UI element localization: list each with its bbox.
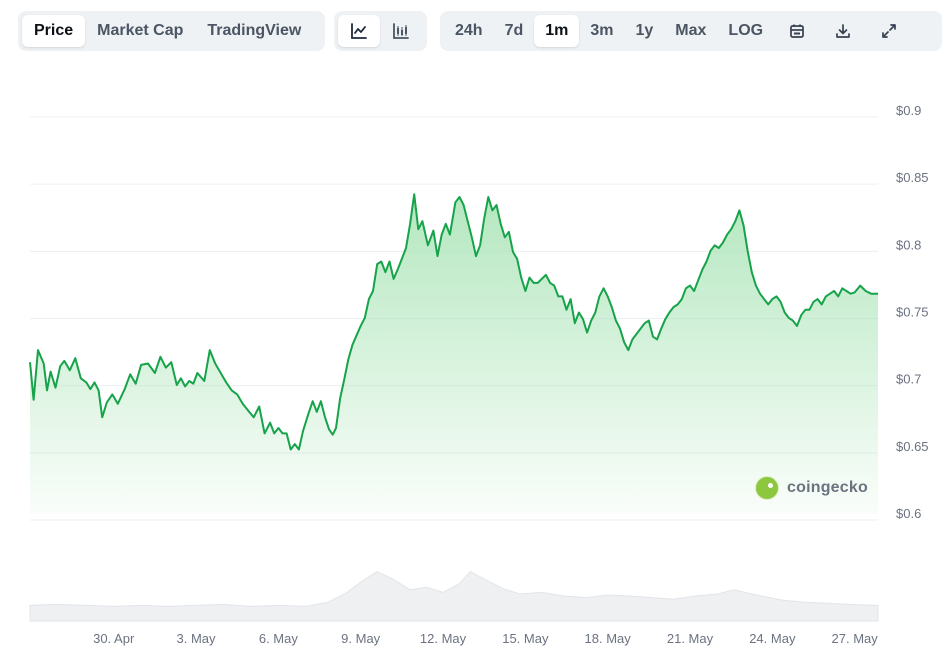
line-chart-icon [351, 23, 367, 39]
tab-market-cap[interactable]: Market Cap [97, 22, 184, 39]
y-tick-label: $0.6 [896, 506, 921, 521]
tab-price[interactable]: Price [22, 15, 86, 47]
y-tick-label: $0.7 [896, 372, 921, 387]
calendar-icon [790, 24, 804, 38]
watermark-text: coingecko [787, 479, 868, 496]
range-3m[interactable]: 3m [590, 22, 614, 39]
coingecko-logo [755, 476, 779, 500]
y-axis: $0.6 $0.65 $0.7 $0.75 $0.8 $0.85 $0.9 [896, 103, 929, 521]
range-7d[interactable]: 7d [504, 22, 524, 39]
range-24h[interactable]: 24h [455, 22, 483, 39]
download-icon [836, 24, 850, 38]
volume-area [29, 570, 879, 622]
x-tick-label: 12. May [420, 631, 467, 646]
range-1y[interactable]: 1y [635, 22, 654, 39]
fullscreen-icon [882, 24, 896, 38]
fullscreen-button[interactable] [866, 15, 912, 47]
price-area-fill [30, 194, 878, 515]
coingecko-watermark: coingecko [755, 476, 868, 500]
y-tick-label: $0.65 [896, 439, 929, 454]
x-tick-label: 9. May [341, 631, 381, 646]
download-button[interactable] [820, 15, 866, 47]
x-tick-label: 18. May [585, 631, 632, 646]
log-scale-toggle[interactable]: LOG [728, 22, 764, 39]
x-tick-label: 3. May [177, 631, 217, 646]
candlestick-chart-icon [393, 23, 409, 39]
line-chart-button[interactable] [338, 15, 380, 47]
y-tick-label: $0.9 [896, 103, 921, 118]
range-1m[interactable]: 1m [534, 15, 580, 47]
y-tick-label: $0.75 [896, 305, 929, 320]
y-tick-label: $0.85 [896, 170, 929, 185]
x-tick-label: 15. May [502, 631, 549, 646]
x-tick-label: 27. May [832, 631, 879, 646]
chart-type-tabs: Price Market Cap TradingView [18, 11, 325, 51]
range-max[interactable]: Max [675, 22, 707, 39]
tab-tradingview[interactable]: TradingView [207, 22, 302, 39]
price-line [29, 193, 878, 451]
chart-toolbar: Price Market Cap TradingView 24h 7d 1 [18, 11, 942, 51]
time-range-tabs: 24h 7d 1m 3m 1y Max LOG [440, 11, 942, 51]
x-axis: 30. Apr 3. May 6. May 9. May 12. May 15. May 1… [93, 631, 878, 646]
x-tick-label: 6. May [259, 631, 299, 646]
x-tick-label: 30. Apr [93, 631, 135, 646]
chart-view-toggle [334, 11, 427, 51]
x-tick-label: 21. May [667, 631, 714, 646]
calendar-button[interactable] [774, 15, 820, 47]
x-tick-label: 24. May [749, 631, 796, 646]
candlestick-chart-button[interactable] [380, 15, 422, 47]
y-tick-label: $0.8 [896, 237, 921, 252]
